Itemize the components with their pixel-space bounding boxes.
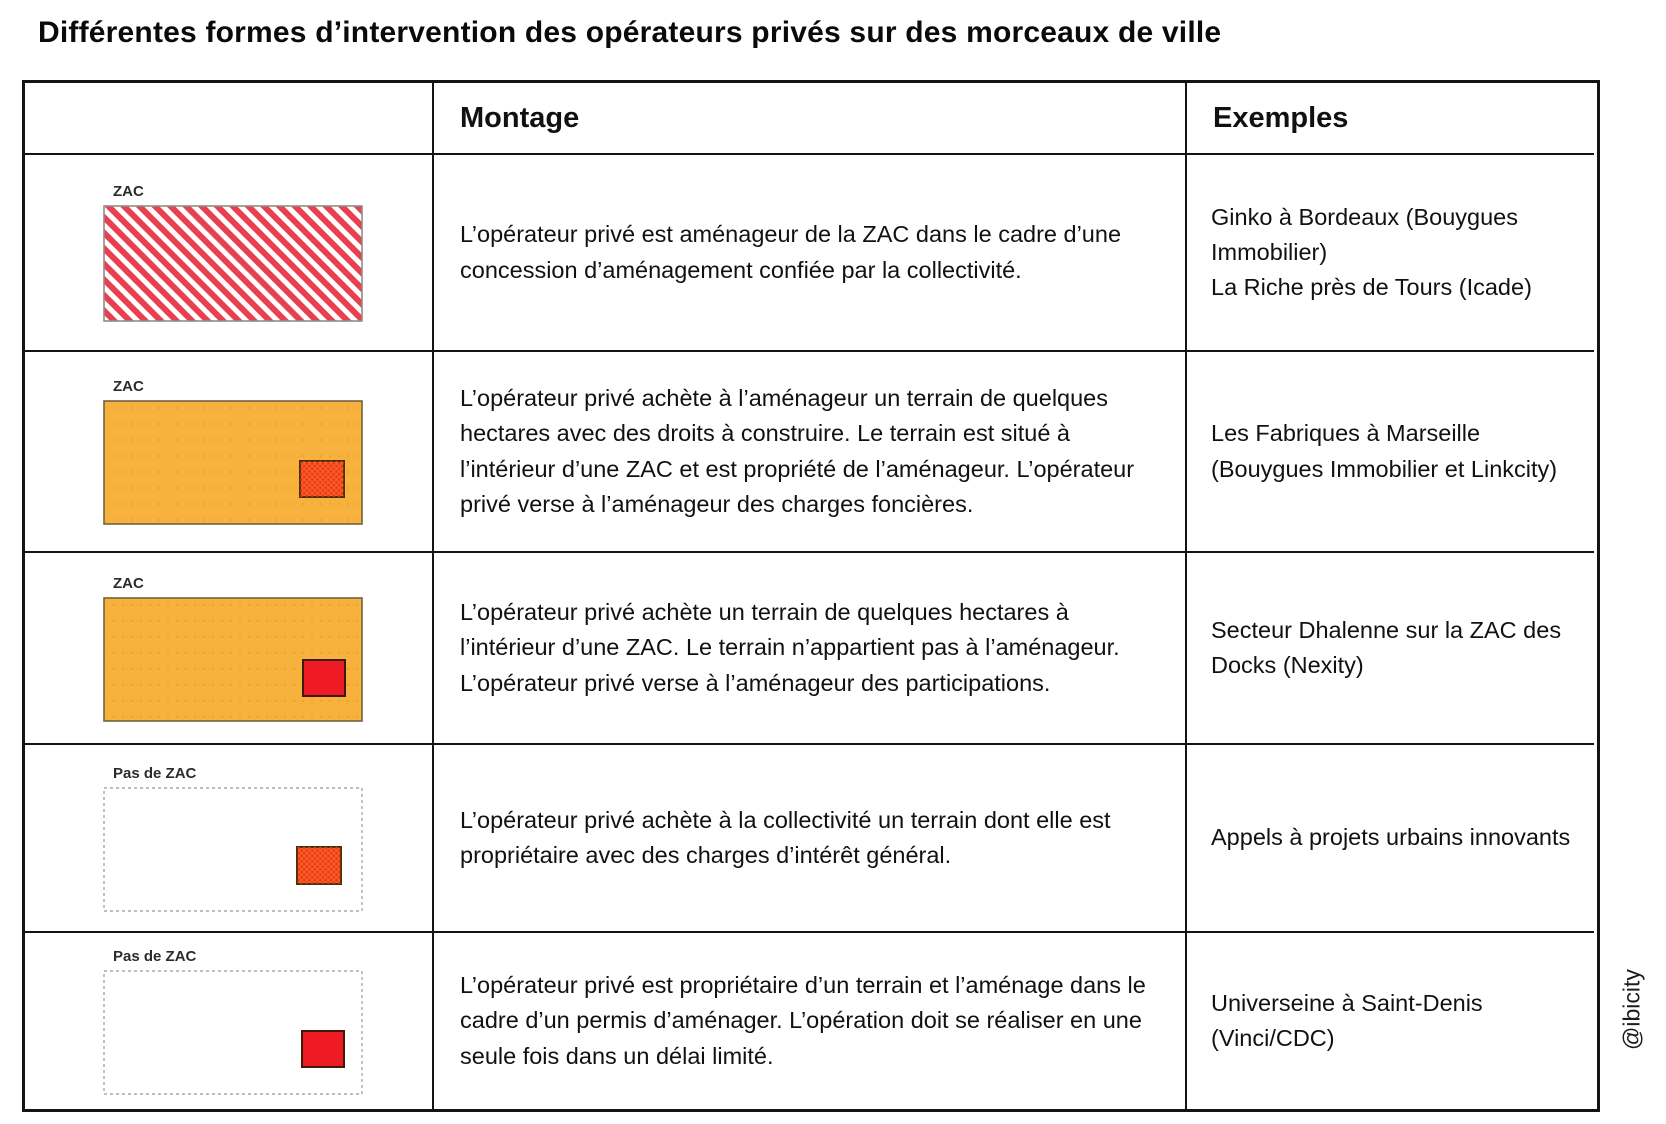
exemples-cell-row1: Ginko à Bordeaux (Bouygues Immobilier) L… <box>1187 155 1594 352</box>
exemples-cell-row3: Secteur Dhalenne sur la ZAC des Docks (N… <box>1187 553 1594 745</box>
diagram-cell-row2: ZAC <box>25 352 434 553</box>
header-montage: Montage <box>434 83 1187 155</box>
zone-label: Pas de ZAC <box>113 764 197 782</box>
no-zac-dotted-parcel-diagram <box>103 786 363 912</box>
no-zac-red-parcel-diagram <box>103 969 363 1095</box>
parcel-square-texture <box>300 461 344 497</box>
exemples-cell-row5: Universeine à Saint-Denis (Vinci/CDC) <box>1187 933 1594 1109</box>
zone-label: ZAC <box>113 378 144 395</box>
header-diagram-empty <box>25 83 434 155</box>
zone-label: Pas de ZAC <box>113 947 197 965</box>
parcel-square-red <box>301 1029 345 1068</box>
diagram-cell-row3: ZAC <box>25 553 434 745</box>
page-title: Différentes formes d’intervention des op… <box>38 16 1222 49</box>
zac-hatched-diagram <box>103 205 363 322</box>
zac-orange-red-parcel-diagram <box>103 596 363 722</box>
diagram-cell-row5: Pas de ZAC <box>25 933 434 1109</box>
zone-label: ZAC <box>113 574 144 592</box>
parcel-square-texture <box>297 846 341 884</box>
montage-cell-row3: L’opérateur privé achète un terrain de q… <box>434 553 1187 745</box>
montage-cell-row5: L’opérateur privé est propriétaire d’un … <box>434 933 1187 1109</box>
montage-cell-row4: L’opérateur privé achète à la collectivi… <box>434 745 1187 933</box>
watermark: @ibicity <box>1618 969 1645 1051</box>
parcel-square-red <box>302 658 346 697</box>
zone-label: ZAC <box>113 183 144 200</box>
exemples-cell-row4: Appels à projets urbains innovants <box>1187 745 1594 933</box>
diagram-cell-row1: ZAC <box>25 155 434 352</box>
diagram-cell-row4: Pas de ZAC <box>25 745 434 933</box>
montage-cell-row2: L’opérateur privé achète à l’aménageur u… <box>434 352 1187 553</box>
interventions-table: Montage Exemples ZAC L’opérateur privé e… <box>22 80 1600 1112</box>
header-exemples: Exemples <box>1187 83 1594 155</box>
montage-cell-row1: L’opérateur privé est aménageur de la ZA… <box>434 155 1187 352</box>
zac-orange-dotted-parcel-diagram <box>103 400 363 525</box>
exemples-cell-row2: Les Fabriques à Marseille (Bouygues Immo… <box>1187 352 1594 553</box>
zac-zone-hatched <box>103 205 363 322</box>
